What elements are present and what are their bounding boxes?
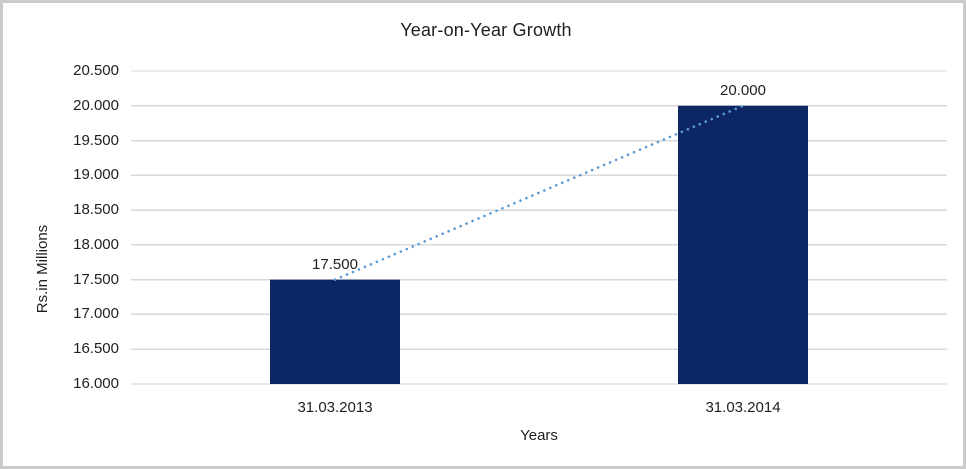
bar: [678, 105, 808, 385]
gridlines: [131, 70, 947, 385]
y-tick-label: 20.500: [73, 62, 119, 79]
plot-area: [131, 70, 947, 385]
bar-series: [270, 105, 808, 385]
bar: [270, 279, 400, 384]
data-label: 17.500: [312, 255, 358, 273]
y-tick-label: 19.000: [73, 166, 119, 184]
y-tick-label: 18.000: [73, 235, 119, 253]
y-tick-label: 16.000: [73, 375, 119, 392]
chart-title: Year-on-Year Growth: [400, 20, 572, 40]
trendline-dotted: [333, 104, 745, 281]
y-tick-label: 19.500: [73, 131, 119, 149]
x-tick-label: 31.03.2014: [705, 399, 781, 416]
y-tick-label: 18.500: [73, 201, 119, 219]
trendline: [333, 104, 745, 281]
y-tick-label: 17.000: [73, 305, 119, 323]
y-tick-label: 16.500: [73, 340, 119, 358]
y-axis-title: Rs.in Millions: [34, 224, 51, 314]
data-label: 20.000: [720, 81, 766, 99]
x-axis-title: Years: [520, 427, 558, 444]
y-tick-label: 20.000: [73, 96, 119, 114]
x-tick-label: 31.03.2013: [297, 399, 373, 416]
y-tick-label: 17.500: [73, 270, 119, 288]
